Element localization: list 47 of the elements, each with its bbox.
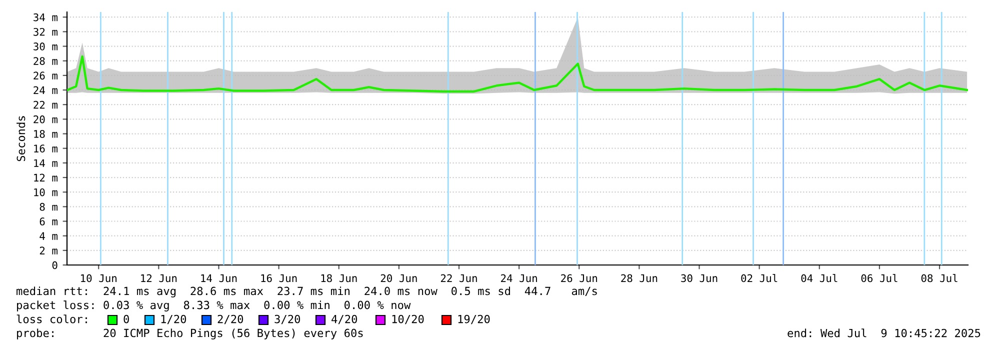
y-tick-label: 34 m xyxy=(34,13,58,22)
y-tick-label: 6 m xyxy=(40,218,58,226)
y-tick-label: 32 m xyxy=(34,28,58,36)
x-tick-label: 16 Jun xyxy=(261,274,297,282)
text: end: Wed Jul 9 10:45:22 2025 xyxy=(788,328,980,338)
x-tick-label: 10 Jun xyxy=(81,274,116,282)
text: 2/20 xyxy=(218,314,244,324)
x-tick-label: 12 Jun xyxy=(141,274,177,282)
y-tick-label: 14 m xyxy=(34,159,58,167)
y-tick-label: 4 m xyxy=(40,232,58,240)
x-tick-label: 24 Jun xyxy=(501,274,537,282)
y-axis-title: Seconds xyxy=(16,116,26,162)
text: probe: 20 ICMP Echo Pings (56 Bytes) every 60s xyxy=(17,328,363,340)
line-series xyxy=(67,55,968,93)
text: 1/20 xyxy=(161,314,186,324)
x-tick-label: 06 Jul xyxy=(861,274,898,282)
text: 3/20 xyxy=(274,314,300,324)
y-tick-label: 10 m xyxy=(34,188,58,196)
text: 4/20 xyxy=(332,314,358,324)
y-tick-label: 16 m xyxy=(34,144,58,152)
y-tick-label: 20 m xyxy=(34,115,58,124)
y-tick-label: 22 m xyxy=(34,100,58,109)
x-tick-label: 22 Jun xyxy=(440,274,477,282)
text: packet loss: 0.03 % avg 8.33 % max 0.00 % min 0.00 % now xyxy=(17,300,411,312)
text: 10/20 xyxy=(392,314,424,324)
x-tick-label: 02 Jul xyxy=(741,274,778,282)
text: median rtt: 24.1 ms avg 28.6 ms max 23.7 ms min 24.0 ms now 0.5 ms sd 44.7 am/s xyxy=(16,286,597,298)
text: 0 xyxy=(124,314,129,324)
text: loss color: xyxy=(16,314,87,324)
y-tick-label: 18 m xyxy=(34,130,58,138)
x-tick-label: 20 Jun xyxy=(380,274,417,282)
y-tick-label: 30 m xyxy=(34,42,58,50)
y-tick-label: 2 m xyxy=(40,246,58,254)
x-tick-label: 26 Jun xyxy=(561,274,598,282)
y-tick-label: 8 m xyxy=(40,202,58,211)
x-tick-label: 18 Jun xyxy=(321,274,357,282)
y-tick-label: 28 m xyxy=(34,57,58,65)
x-tick-label: 14 Jun xyxy=(201,274,237,282)
y-tick-label: 26 m xyxy=(34,72,58,80)
y-tick-label: 0 xyxy=(52,261,58,270)
y-tick-label: 24 m xyxy=(34,86,58,94)
x-tick-label: 04 Jul xyxy=(801,274,838,282)
y-tick-label: 12 m xyxy=(34,174,58,182)
x-tick-label: 28 Jun xyxy=(621,274,658,282)
text: 19/20 xyxy=(458,314,490,324)
x-tick-label: 08 Jul xyxy=(921,274,958,282)
x-tick-label: 30 Jun xyxy=(681,274,718,282)
